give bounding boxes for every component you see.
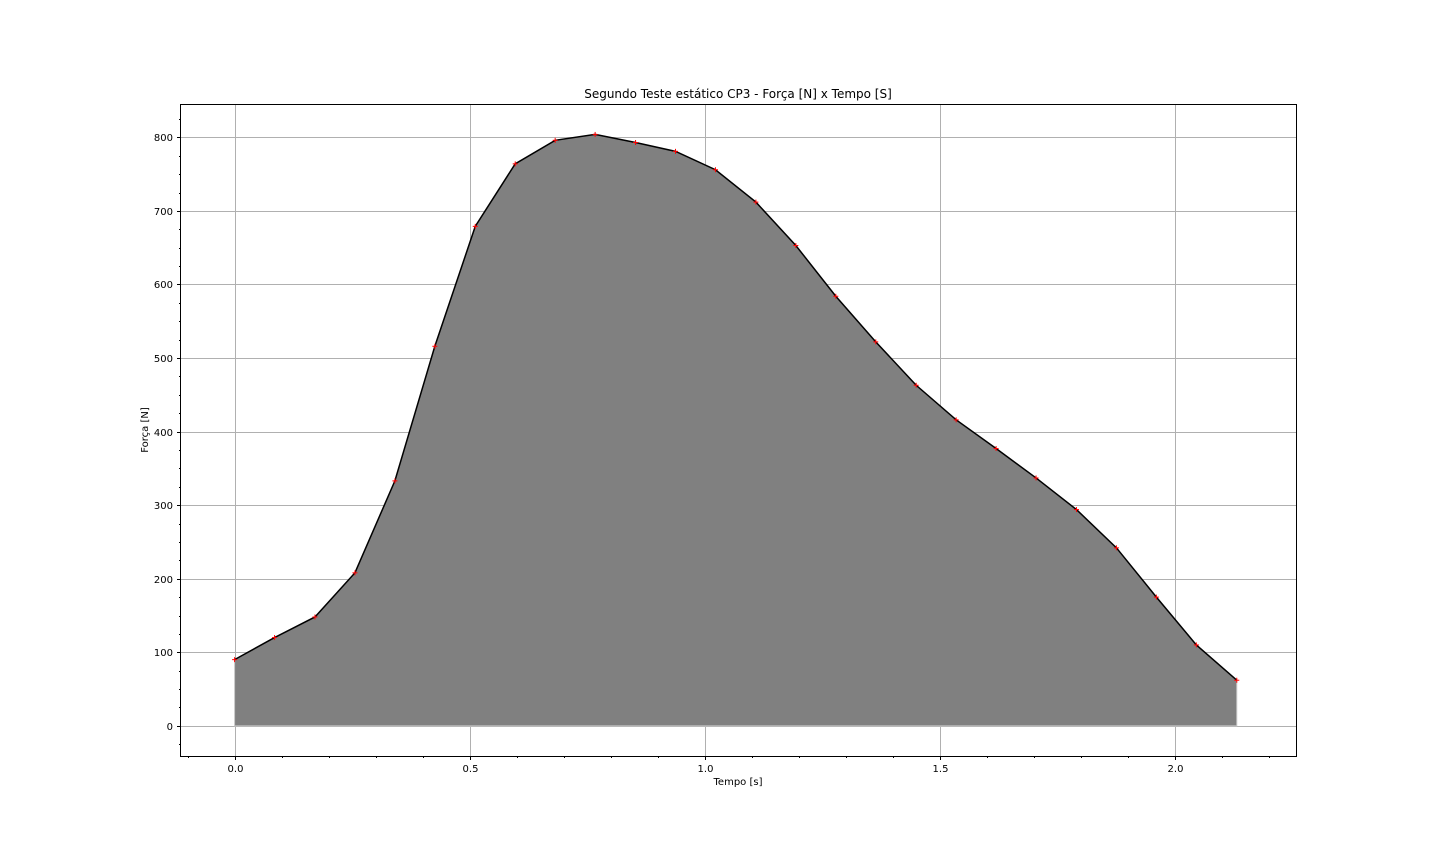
data-point — [753, 199, 759, 205]
y-axis-label: Força [N] — [140, 407, 151, 453]
data-point — [552, 137, 558, 143]
data-point — [312, 614, 318, 620]
data-point — [712, 167, 718, 173]
data-point — [1193, 642, 1199, 648]
data-point — [1033, 475, 1039, 481]
plot-frame — [180, 104, 1297, 757]
data-point — [472, 223, 478, 229]
force-line — [234, 133, 1238, 681]
y-tick-label: 100 — [154, 648, 173, 659]
y-tick-label: 200 — [154, 575, 173, 586]
area-layer — [234, 133, 1238, 727]
data-point — [633, 140, 639, 146]
x-tick-label: 2.0 — [1168, 764, 1184, 775]
data-point — [993, 446, 999, 452]
y-tick-label: 600 — [154, 280, 173, 291]
data-point — [392, 478, 398, 484]
y-tick-label: 0 — [167, 722, 173, 733]
force-area-fill — [234, 133, 1238, 727]
data-point — [232, 657, 238, 663]
x-tick-label: 0.0 — [228, 764, 244, 775]
data-point — [272, 635, 278, 641]
data-point — [1113, 545, 1119, 551]
x-tick-label: 1.0 — [698, 764, 714, 775]
data-point — [1073, 507, 1079, 513]
x-tick-label: 0.5 — [463, 764, 479, 775]
data-point — [793, 242, 799, 248]
data-markers — [232, 131, 1240, 683]
y-tick-label: 300 — [154, 501, 173, 512]
y-tick-label: 400 — [154, 428, 173, 439]
y-tick-label: 800 — [154, 133, 173, 144]
data-point — [913, 382, 919, 388]
data-point — [352, 570, 358, 576]
data-point — [512, 161, 518, 167]
x-tick-label: 1.5 — [933, 764, 949, 775]
data-point — [873, 339, 879, 345]
data-point — [833, 293, 839, 299]
data-point — [432, 343, 438, 349]
y-axis-ticks: 0 100 200 300 400 500 600 700 800 — [154, 119, 181, 745]
data-point — [1234, 677, 1240, 683]
data-point — [673, 148, 679, 154]
x-axis-ticks: 0.0 0.5 1.0 1.5 2.0 — [188, 756, 1270, 775]
chart-title: Segundo Teste estático CP3 - Força [N] x… — [584, 87, 892, 101]
y-tick-label: 500 — [154, 354, 173, 365]
x-axis-label: Tempo [s] — [713, 777, 763, 788]
y-tick-label: 700 — [154, 207, 173, 218]
data-point — [592, 131, 598, 137]
data-point — [953, 417, 959, 423]
data-point — [1153, 594, 1159, 600]
